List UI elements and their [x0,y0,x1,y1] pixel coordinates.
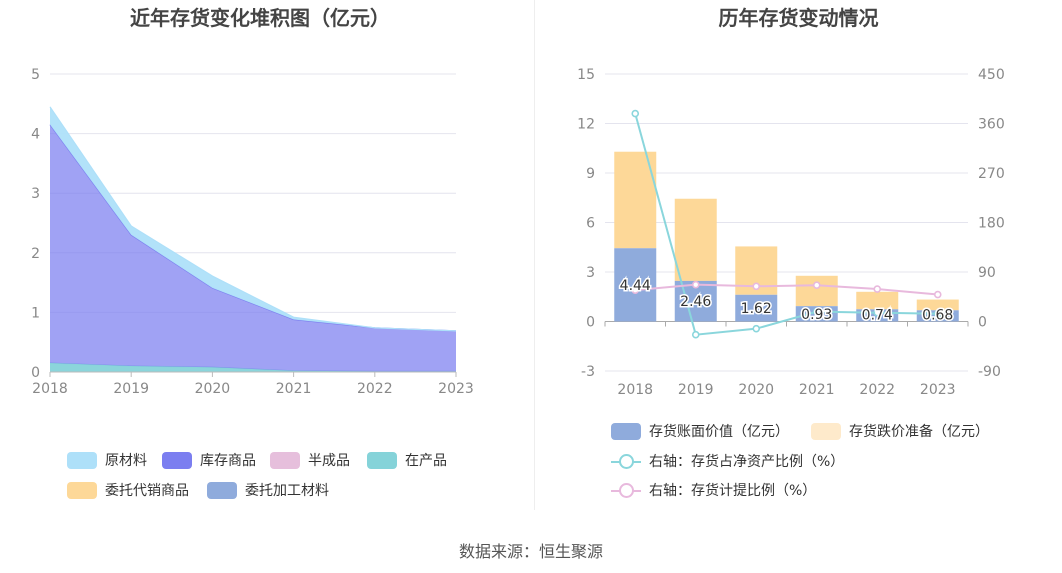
legend-swatch-wip [367,451,397,469]
bar-data-label: 0.68 [922,308,953,324]
right-xtick-label: 2021 [799,382,835,398]
bar-impairment [856,291,899,310]
left-xtick-label: 2019 [113,381,149,397]
right-xtick-label: 2022 [859,382,895,398]
legend-swatch-impairment [811,422,841,440]
right-ytick-label: 3 [586,265,595,281]
bar-impairment [916,299,959,311]
line-point-provision_line [873,285,882,293]
right-xtick-label: 2019 [678,382,714,398]
legend-swatch-ratio [611,453,641,470]
line-series-ratio_line [634,113,938,336]
line-point-ratio_line [631,109,640,118]
line-point-ratio_line [933,309,942,318]
line-point-provision_line [691,280,700,289]
legend-swatch-consign-sell [67,481,97,499]
legend-label-goods: 库存商品 [200,453,256,469]
left-xtick-label: 2023 [438,381,474,397]
legend-item-semi[interactable]: 半成品 [270,450,350,470]
line-point-provision_line [812,281,821,290]
left-ytick-label: 1 [31,305,40,321]
left-xtick-label: 2020 [195,381,231,397]
right-ytick-label: 15 [577,67,595,83]
legend-label-ratio: 右轴：存货占净资产比例（%） [649,454,845,470]
left-xtick-label: 2018 [32,381,68,397]
line-point-provision_line [933,290,942,299]
legend-swatch-raw [67,451,97,469]
left-xtick-label: 2021 [276,381,312,397]
right-ytick-label: 12 [577,117,595,133]
legend-item-raw[interactable]: 原材料 [67,450,147,470]
legend-item-ratio[interactable]: 右轴：存货占净资产比例（%） [611,451,844,471]
bar-data-label: 0.74 [862,308,893,324]
line-point-ratio_line [873,308,882,317]
right-y2tick-label: 180 [978,216,1005,232]
area-series-wip [50,363,456,372]
right-y2tick-label: 0 [978,315,987,331]
right-xtick-label: 2023 [920,382,956,398]
right-xtick-label: 2020 [738,382,774,398]
legend-swatch-book-value [611,422,641,440]
right-y2tick-label: 90 [978,265,996,281]
line-point-provision_line [752,282,761,291]
line-point-provision_line [631,286,640,294]
left-chart-title: 近年存货变化堆积图（亿元） [130,6,390,30]
legend-item-wip[interactable]: 在产品 [367,450,447,470]
legend-swatch-semi [270,451,300,469]
legend-swatch-goods [162,451,192,469]
right-y2tick-label: -90 [978,364,1001,380]
bar-data-label: 0.93 [801,307,832,323]
legend-item-consign-proc[interactable]: 委托加工材料 [207,480,329,500]
bar-book-value [735,294,778,322]
line-point-ratio_line [752,324,761,333]
legend-swatch-provision [611,482,641,499]
legend-label-semi: 半成品 [308,453,350,469]
right-ytick-label: 6 [586,216,595,232]
bar-data-label: 4.44 [620,278,651,294]
legend-item-provision[interactable]: 右轴：存货计提比例（%） [611,480,816,500]
panel-divider [534,0,535,510]
bar-impairment [674,198,717,281]
legend-label-raw: 原材料 [105,453,147,469]
bar-book-value [614,248,657,322]
legend-item-impairment[interactable]: 存货跌价准备（亿元） [811,421,989,441]
line-series-provision_line [635,283,938,296]
left-ytick-label: 2 [31,246,40,262]
left-ytick-label: 5 [31,67,40,83]
legend-label-provision: 右轴：存货计提比例（%） [649,483,817,499]
bar-impairment [795,275,838,307]
right-y2tick-label: 450 [978,67,1005,83]
legend-label-impairment: 存货跌价准备（亿元） [849,424,989,440]
line-point-ratio_line [691,330,700,339]
legend-label-consign-proc: 委托加工材料 [245,483,329,499]
right-y2tick-label: 270 [978,166,1005,182]
right-chart-title: 历年存货变动情况 [718,6,879,30]
legend-item-goods[interactable]: 库存商品 [162,450,256,470]
legend-label-wip: 在产品 [405,453,447,469]
right-xtick-label: 2018 [617,382,653,398]
legend-item-book-value[interactable]: 存货账面价值（亿元） [611,421,789,441]
left-ytick-label: 3 [31,186,40,202]
area-series-goods [50,124,456,372]
left-ytick-label: 4 [31,127,40,143]
left-ytick-label: 0 [31,365,40,381]
left-xtick-label: 2022 [357,381,393,397]
right-ytick-label: 9 [586,166,595,182]
legend-item-consign-sell[interactable]: 委托代销商品 [67,480,189,500]
legend-swatch-consign-proc [207,481,237,499]
bar-data-label: 1.62 [741,301,772,317]
right-y2tick-label: 360 [978,117,1005,133]
line-point-ratio_line [812,307,821,316]
bar-data-label: 2.46 [680,294,711,310]
right-ytick-label: -3 [581,364,595,380]
legend-label-consign-sell: 委托代销商品 [105,483,189,499]
area-line-raw [49,106,457,332]
data-source: 数据来源：恒生聚源 [458,542,603,561]
legend-label-book-value: 存货账面价值（亿元） [649,424,789,440]
right-ytick-label: 0 [586,315,595,331]
